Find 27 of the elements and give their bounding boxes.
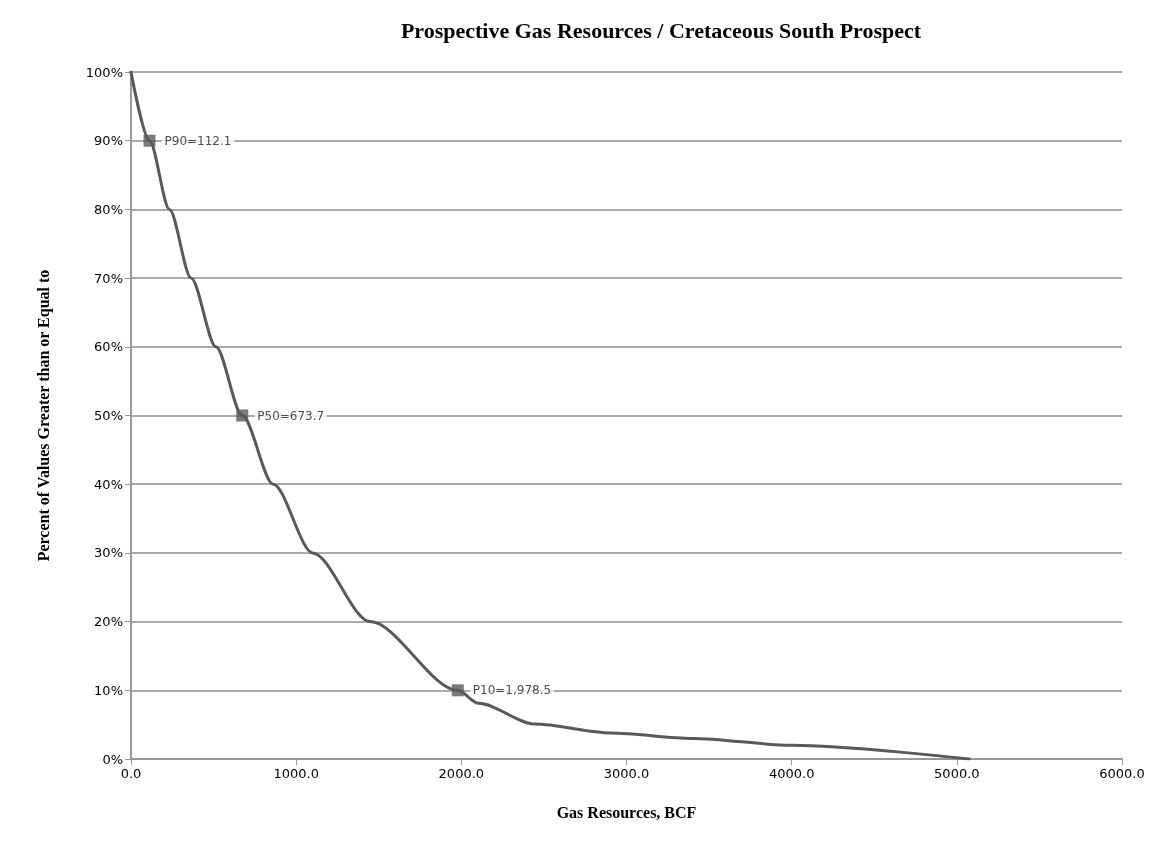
x-axis-title: Gas Resources, BCF xyxy=(556,803,697,821)
x-tick-label: 1000.0 xyxy=(273,766,319,781)
y-tick-label: 90% xyxy=(94,133,123,149)
y-tick-label: 60% xyxy=(94,339,123,355)
y-tick-label: 80% xyxy=(94,201,123,217)
x-tick-label: 6000.0 xyxy=(1099,766,1145,781)
x-tick-label: 2000.0 xyxy=(438,766,485,781)
y-tick-label: 0% xyxy=(102,751,123,767)
x-tick-label: 4000.0 xyxy=(768,766,815,781)
point xyxy=(236,409,249,422)
annotation: P10=1,978.5 xyxy=(472,683,552,698)
y-tick-label: 50% xyxy=(94,408,123,423)
point xyxy=(451,684,464,697)
annotation: P90=112.1 xyxy=(164,133,232,148)
y-tick-label: 30% xyxy=(94,545,123,561)
y-tick-label: 100% xyxy=(85,64,123,80)
y-axis-title: Percent of Values Greater than or Equal to xyxy=(34,269,53,562)
x-tick-label: 3000.0 xyxy=(603,766,650,781)
annotation: P50=673.7 xyxy=(257,408,325,423)
y-tick-label: 10% xyxy=(94,682,123,698)
x-tick-label: 5000.0 xyxy=(934,766,980,781)
point xyxy=(143,134,156,147)
chart-title: Prospective Gas Resources / Cretaceous South Prospect xyxy=(400,17,922,43)
x-tick-label: 0.0 xyxy=(120,766,142,781)
y-tick-label: 40% xyxy=(94,476,123,492)
y-tick-label: 20% xyxy=(94,614,123,630)
y-tick-label: 70% xyxy=(94,270,123,286)
